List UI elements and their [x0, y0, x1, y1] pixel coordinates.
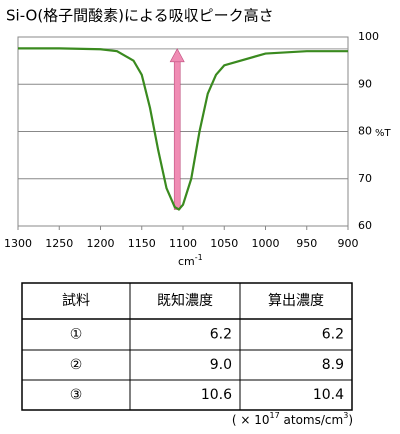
- x-axis-label-exp: -1: [195, 253, 203, 262]
- x-tick-label: 900: [338, 237, 359, 250]
- footnote-exp2: 3: [343, 411, 348, 420]
- table-cell: 9.0: [210, 357, 232, 373]
- x-tick-label: 1250: [45, 237, 73, 250]
- y-tick-label: 80: [358, 125, 372, 138]
- y-tick-label: 90: [358, 77, 372, 90]
- y-tick-label: 70: [358, 172, 372, 185]
- footnote-prefix: ( × 10: [232, 413, 270, 427]
- table-cell: 6.2: [322, 327, 344, 343]
- x-axis-label: cm-1: [178, 253, 203, 269]
- x-tick-label: 1200: [87, 237, 115, 250]
- table-frame: [21, 282, 353, 411]
- spectrum-line: [18, 47, 348, 211]
- peak-arrow-shaft: [173, 60, 181, 210]
- y-tick-label: 100: [358, 30, 379, 43]
- table-cell: 6.2: [210, 327, 232, 343]
- table-cell: ③: [70, 387, 83, 403]
- y-tick-label: 60: [358, 219, 372, 232]
- table-cell: 8.9: [322, 357, 344, 373]
- x-tick-label: 950: [296, 237, 317, 250]
- peak-arrow-head: [169, 48, 185, 63]
- chart-title: Si-O(格子間酸素)による吸収ピーク高さ: [6, 7, 274, 25]
- table-cell: ②: [70, 357, 83, 373]
- table-cell: 10.6: [201, 387, 232, 403]
- footnote-suffix: ): [348, 413, 353, 427]
- y-axis-label: %T: [375, 128, 392, 139]
- x-tick-label: 1300: [4, 237, 32, 250]
- x-tick-label: 1150: [128, 237, 156, 250]
- table-cell: 10.4: [313, 387, 344, 403]
- x-tick-label: 1000: [252, 237, 280, 250]
- table-header-cell: 試料: [62, 293, 90, 309]
- table-header-cell: 既知濃度: [157, 292, 213, 309]
- footnote-exp: 17: [270, 411, 280, 420]
- footnote: ( × 1017 atoms/cm3): [232, 411, 353, 427]
- x-tick-label: 1100: [169, 237, 197, 250]
- x-axis-label-base: cm: [178, 255, 195, 268]
- table-header-cell: 算出濃度: [268, 293, 324, 309]
- table-cell: ①: [70, 327, 83, 343]
- x-tick-label: 1050: [210, 237, 238, 250]
- footnote-mid: atoms/cm: [280, 413, 344, 427]
